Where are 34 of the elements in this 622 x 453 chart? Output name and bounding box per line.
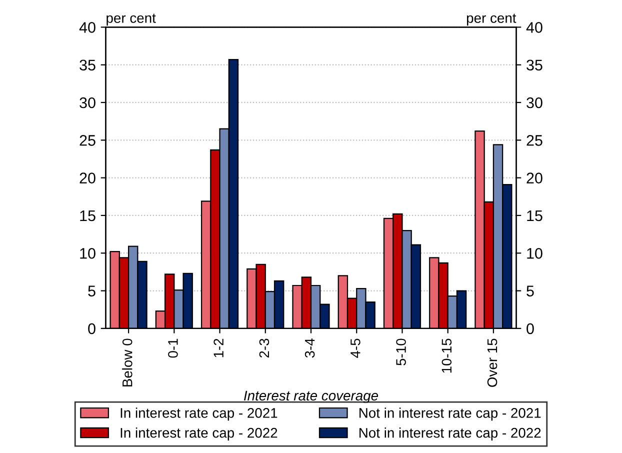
y-tick-label: 10 (80, 248, 96, 259)
x-tick-label: 10-15 (442, 338, 452, 373)
legend-label: In interest rate cap - 2021 (120, 408, 278, 421)
y2-tick-label: 20 (526, 172, 542, 184)
y2-tick-label: 5 (526, 286, 534, 296)
x-tick-label: 1-2 (214, 338, 224, 358)
x-tick-label: 4-5 (350, 338, 360, 358)
y-tick-label: 15 (80, 210, 96, 222)
y-tick-label: 0 (88, 323, 96, 334)
legend-label: Not in interest rate cap - 2022 (360, 428, 541, 440)
y-tick-label: 25 (80, 135, 96, 146)
y-tick-label: 30 (80, 97, 96, 108)
y-tick-label: 5 (88, 286, 96, 296)
y2-axis-title: per cent (466, 14, 516, 26)
x-tick-label: Below 0 (122, 338, 132, 386)
y2-tick-label: 35 (526, 60, 542, 71)
x-axis-title: Interest rate coverage (244, 390, 378, 404)
x-tick-label: 3-4 (304, 338, 315, 358)
x-tick-label: 0-1 (168, 338, 178, 358)
x-tick-label: 5-10 (396, 338, 406, 366)
y2-tick-label: 15 (527, 210, 542, 222)
y-tick-label: 40 (79, 22, 96, 33)
y-axis-title: per cent (106, 14, 156, 26)
y2-tick-label: 10 (527, 248, 542, 259)
y-tick-label: 20 (80, 172, 96, 184)
y2-tick-label: 30 (526, 97, 542, 108)
legend-label: In interest rate cap - 2022 (120, 428, 278, 440)
y2-tick-label: 40 (526, 22, 542, 33)
x-tick-label: 2-3 (259, 338, 270, 358)
y-tick-label: 35 (80, 60, 96, 71)
x-tick-label: Over 15 (487, 338, 498, 387)
legend-label: Not in interest rate cap - 2021 (360, 408, 541, 421)
y2-tick-label: 0 (526, 323, 534, 334)
y2-tick-label: 25 (526, 135, 542, 146)
